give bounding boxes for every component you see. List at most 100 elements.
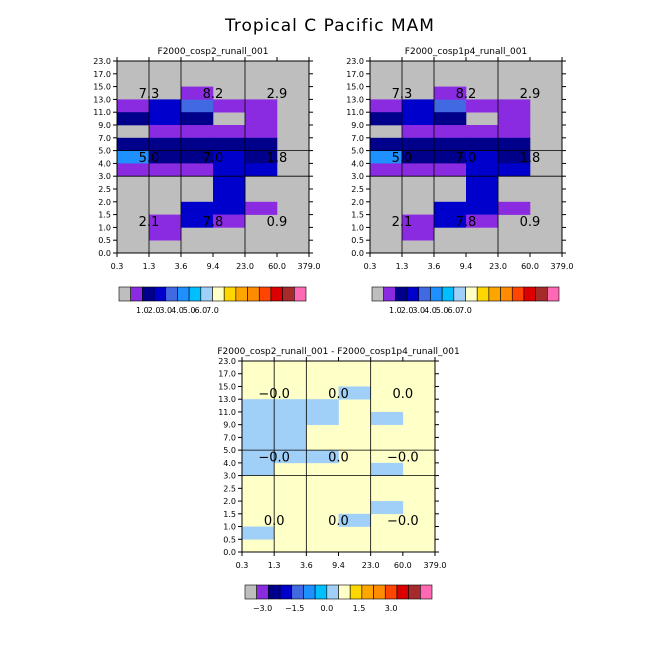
cell-value-label: 0.0 bbox=[328, 514, 349, 529]
heatmap-cell bbox=[402, 163, 435, 177]
heatmap-cell bbox=[181, 86, 214, 100]
y-tick-label: 0.5 bbox=[351, 236, 364, 245]
y-tick-label: 15.0 bbox=[346, 83, 364, 92]
heatmap-panel-2: F2000_cosp1p4_runall_001 0.0 0.5 1.0 1.5 2.0 2… bbox=[346, 47, 573, 271]
y-tick-label: 4.0 bbox=[98, 159, 111, 168]
heatmap-cell bbox=[498, 112, 531, 126]
colorbar-label: 3.0 bbox=[412, 306, 425, 315]
y-tick-label: 1.5 bbox=[98, 211, 111, 220]
heatmap-cell bbox=[434, 112, 467, 126]
y-tick-label: 1.0 bbox=[351, 223, 364, 232]
heatmap-cell bbox=[370, 99, 403, 113]
y-tick-label: 13.0 bbox=[218, 395, 236, 404]
y-tick-label: 11.0 bbox=[93, 108, 111, 117]
heatmap-cell bbox=[498, 137, 531, 151]
colorbar-swatch bbox=[326, 584, 339, 600]
y-tick-label: 23.0 bbox=[346, 57, 364, 66]
panel-title: F2000_cosp1p4_runall_001 bbox=[405, 47, 527, 57]
heatmap-cell bbox=[498, 201, 531, 215]
heatmap-cell bbox=[402, 137, 435, 151]
heatmap-cell bbox=[242, 424, 275, 438]
y-tick-label: 5.0 bbox=[223, 446, 236, 455]
heatmap-cell bbox=[498, 99, 531, 113]
cell-value-label: 0.0 bbox=[264, 514, 285, 529]
cell-value-label: 0.0 bbox=[392, 387, 413, 402]
colorbar-swatch bbox=[165, 286, 178, 302]
y-tick-label: 15.0 bbox=[218, 382, 236, 391]
heatmap-panel-1: F2000_cosp2_runall_001 0.0 0.5 1.0 1.5 2.0 2.5… bbox=[93, 47, 320, 271]
heatmap-cell bbox=[466, 99, 499, 113]
x-tick-label: 1.3 bbox=[268, 561, 281, 570]
heatmap-cell bbox=[181, 163, 214, 177]
figure-title: Tropical C Pacific MAM bbox=[224, 16, 435, 36]
x-tick-label: 23.0 bbox=[362, 561, 380, 570]
heatmap-cell bbox=[213, 189, 246, 203]
cell-value-label: 7.8 bbox=[456, 215, 477, 230]
heatmap-cell bbox=[498, 163, 531, 177]
heatmap-cell bbox=[181, 201, 214, 215]
colorbar-label: 1.0 bbox=[136, 306, 149, 315]
heatmap-cell bbox=[245, 99, 278, 113]
heatmap-cell bbox=[274, 411, 307, 425]
heatmap-cell bbox=[274, 450, 307, 464]
heatmap-cell bbox=[245, 163, 278, 177]
x-tick-label: 1.3 bbox=[143, 262, 156, 271]
colorbar-swatch bbox=[383, 286, 396, 302]
colorbar-swatch bbox=[258, 286, 272, 302]
x-tick-label: 3.6 bbox=[300, 561, 313, 570]
cell-value-label: 8.2 bbox=[203, 87, 224, 102]
heatmap-cell bbox=[213, 99, 246, 113]
colorbar-swatch bbox=[373, 584, 386, 600]
heatmap-cell bbox=[181, 112, 214, 126]
y-tick-label: 9.0 bbox=[223, 421, 236, 430]
x-tick-label: 9.4 bbox=[332, 561, 345, 570]
heatmap-cell bbox=[245, 112, 278, 126]
cell-value-label: −0.0 bbox=[258, 451, 290, 466]
y-tick-label: 1.5 bbox=[223, 510, 236, 519]
colorbar-3: −3.0 −1.5 0.0 1.5 3.0 bbox=[244, 584, 433, 613]
colorbar-swatch bbox=[303, 584, 316, 600]
y-tick-label: 0.0 bbox=[223, 548, 236, 557]
colorbar-swatch bbox=[488, 286, 501, 302]
heatmap-cell bbox=[117, 150, 150, 164]
colorbar-label: −3.0 bbox=[253, 604, 272, 613]
heatmap-cell bbox=[306, 399, 339, 413]
colorbar-swatch bbox=[314, 584, 328, 600]
y-tick-label: 4.0 bbox=[223, 459, 236, 468]
heatmap-cell bbox=[370, 150, 403, 164]
y-tick-label: 11.0 bbox=[218, 408, 236, 417]
y-tick-label: 9.0 bbox=[351, 121, 364, 130]
colorbar-swatch bbox=[294, 286, 307, 302]
heatmap-cell bbox=[149, 150, 182, 164]
cell-value-label: 7.8 bbox=[203, 215, 224, 230]
heatmap-cell bbox=[466, 201, 499, 215]
y-tick-label: 7.0 bbox=[98, 134, 111, 143]
y-tick-label: 7.0 bbox=[351, 134, 364, 143]
heatmap-cell bbox=[466, 176, 499, 190]
y-tick-label: 11.0 bbox=[346, 108, 364, 117]
y-tick-label: 2.5 bbox=[351, 185, 364, 194]
heatmap-cell bbox=[245, 201, 278, 215]
x-tick-label: 1.3 bbox=[396, 262, 409, 271]
colorbar-swatch bbox=[547, 286, 560, 302]
y-tick-label: 2.5 bbox=[223, 484, 236, 493]
colorbar-label: 3.0 bbox=[159, 306, 172, 315]
heatmap-cell bbox=[213, 163, 246, 177]
y-tick-label: 17.0 bbox=[93, 70, 111, 79]
y-tick-label: 17.0 bbox=[218, 370, 236, 379]
colorbar-swatch bbox=[453, 286, 466, 302]
colorbar-swatch bbox=[118, 286, 131, 302]
colorbar-swatch bbox=[349, 584, 363, 600]
heatmap-cell bbox=[466, 214, 499, 228]
colorbar-swatch bbox=[406, 286, 420, 302]
heatmap-cell bbox=[117, 163, 150, 177]
colorbar-swatch bbox=[338, 584, 351, 600]
x-tick-label: 0.3 bbox=[111, 262, 124, 271]
colorbar-label: 4.0 bbox=[424, 306, 437, 315]
cell-value-label: 2.9 bbox=[267, 87, 288, 102]
y-tick-label: 0.5 bbox=[98, 236, 111, 245]
heatmap-panel-3: F2000_cosp2_runall_001 - F2000_cosp1p4_r… bbox=[217, 347, 459, 570]
heatmap-cell bbox=[213, 176, 246, 190]
panels: F2000_cosp2_runall_001 0.0 0.5 1.0 1.5 2.0 2.5… bbox=[93, 47, 573, 570]
